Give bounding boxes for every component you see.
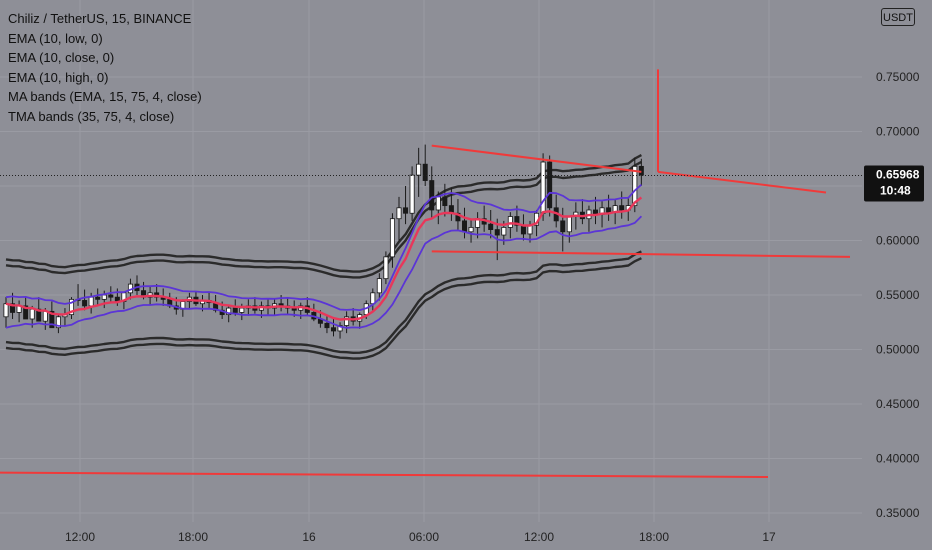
candle-body <box>69 298 75 316</box>
trendlines[interactable] <box>0 69 851 479</box>
candle-body <box>239 307 245 313</box>
candle-body <box>566 216 572 233</box>
price-tick-label: 0.35000 <box>876 506 920 520</box>
candle-body <box>540 161 546 214</box>
last-price-tag: 0.65968 10:48 <box>0 165 924 202</box>
candle-body <box>389 218 395 258</box>
candle-body <box>42 310 48 322</box>
candle-body <box>324 322 330 329</box>
candle-body <box>29 308 35 320</box>
legend-ma-bands[interactable]: MA bands (EMA, 15, 75, 4, close) <box>8 89 202 104</box>
candle-body <box>461 220 467 233</box>
price-tick-label: 0.40000 <box>876 452 920 466</box>
price-tick-label: 0.50000 <box>876 343 920 357</box>
upper-band-2 <box>5 154 642 273</box>
candle-body <box>49 310 55 329</box>
candle-body <box>488 223 494 230</box>
upper-band-1 <box>5 160 642 279</box>
candle-body <box>435 196 441 211</box>
candle-body <box>108 294 114 298</box>
candle-body <box>429 180 435 211</box>
legend: Chiliz / TetherUS, 15, BINANCE EMA (10, … <box>8 9 202 126</box>
breakout-projection-line[interactable] <box>657 170 827 194</box>
candle-body <box>547 161 553 209</box>
candle-body <box>330 327 336 332</box>
legend-tma-bands[interactable]: TMA bands (35, 75, 4, close) <box>8 108 175 124</box>
legend-ema-low[interactable]: EMA (10, low, 0) <box>8 30 103 46</box>
candles <box>3 144 644 339</box>
ema-high-line <box>5 184 642 312</box>
candle-body <box>82 300 88 307</box>
candle-body <box>55 316 61 329</box>
candle-body <box>396 207 402 220</box>
time-tick-label: 18:00 <box>639 530 669 544</box>
price-axis[interactable]: 0.750000.700000.650000.600000.550000.500… <box>876 70 920 520</box>
candle-body <box>619 205 625 211</box>
price-tick-label: 0.55000 <box>876 288 920 302</box>
last-price-label: 0.65968 <box>876 167 920 181</box>
ema-lines <box>5 184 643 329</box>
countdown-label: 10:48 <box>880 183 911 197</box>
candle-body <box>632 165 638 207</box>
time-tick-label: 12:00 <box>524 530 554 544</box>
indicator-bands <box>5 154 642 360</box>
candle-body <box>468 227 474 233</box>
candle-body <box>416 163 422 176</box>
candle-body <box>442 196 448 207</box>
price-tick-label: 0.60000 <box>876 234 920 248</box>
ema-low-line <box>5 215 643 329</box>
candle-body <box>101 294 107 300</box>
candle-body <box>422 163 428 181</box>
candle-body <box>501 227 507 236</box>
legend-title[interactable]: Chiliz / TetherUS, 15, BINANCE <box>8 11 192 26</box>
price-tag-box <box>864 165 924 202</box>
grid <box>0 0 862 522</box>
candle-body <box>10 303 16 313</box>
candle-body <box>403 207 409 214</box>
candle-body <box>494 229 500 236</box>
ema-close-line <box>5 196 643 321</box>
candle-body <box>344 316 350 326</box>
candle-body <box>560 220 566 233</box>
candle-body <box>370 292 376 305</box>
price-tick-label: 0.70000 <box>876 125 920 139</box>
candle-body <box>376 278 382 294</box>
lower-band-1 <box>5 250 642 354</box>
legend-ema-high[interactable]: EMA (10, high, 0) <box>8 69 109 85</box>
candle-body <box>36 308 42 322</box>
candle-body <box>226 307 232 316</box>
price-tick-label: 0.45000 <box>876 397 920 411</box>
candle-body <box>3 303 9 318</box>
time-tick-label: 06:00 <box>409 530 439 544</box>
candle-body <box>507 216 513 228</box>
candle-body <box>95 296 101 300</box>
candle-body <box>383 256 389 280</box>
candle-body <box>606 207 612 213</box>
currency-badge[interactable]: USDT <box>881 8 915 26</box>
price-tick-label: 0.75000 <box>876 70 920 84</box>
candle-body <box>23 305 29 320</box>
legend-ema-close[interactable]: EMA (10, close, 0) <box>8 50 115 65</box>
time-tick-label: 18:00 <box>178 530 208 544</box>
candle-body <box>88 296 94 307</box>
lower-band-2 <box>5 257 642 360</box>
candle-body <box>337 325 343 332</box>
candle-body <box>409 174 415 214</box>
triangle-base-line[interactable] <box>431 250 851 258</box>
time-tick-label: 16 <box>302 530 316 544</box>
candle-body <box>514 216 520 226</box>
time-tick-label: 12:00 <box>65 530 95 544</box>
time-tick-label: 17 <box>762 530 776 544</box>
candle-body <box>232 307 238 313</box>
time-axis[interactable]: 12:00 18:00 16 06:00 12:00 18:00 17 <box>65 530 776 544</box>
triangle-top-line[interactable] <box>431 144 642 173</box>
support-line[interactable] <box>0 471 769 479</box>
